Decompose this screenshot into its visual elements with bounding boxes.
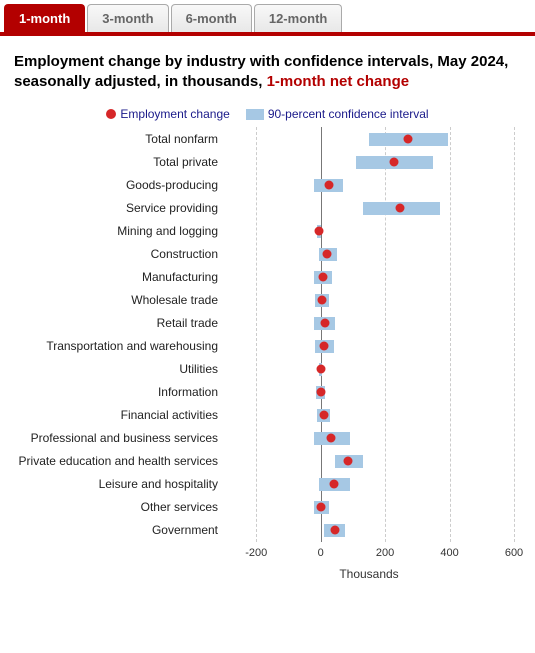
point-dot xyxy=(330,479,339,488)
row-label: Financial activities xyxy=(14,409,218,422)
row-label: Manufacturing xyxy=(14,271,218,284)
point-dot xyxy=(390,157,399,166)
legend-ci-label: 90-percent confidence interval xyxy=(268,107,429,121)
point-dot xyxy=(327,433,336,442)
x-tick-label: 0 xyxy=(318,547,324,559)
point-dot xyxy=(324,180,333,189)
point-dot xyxy=(316,502,325,511)
row-label: Goods-producing xyxy=(14,179,218,192)
point-dot xyxy=(320,341,329,350)
legend-ci: 90-percent confidence interval xyxy=(246,107,429,121)
x-tick-label: 200 xyxy=(376,547,394,559)
row-label: Total nonfarm xyxy=(14,133,218,146)
row-label: Transportation and warehousing xyxy=(14,340,218,353)
grid-line xyxy=(450,127,451,542)
row-label: Information xyxy=(14,386,218,399)
point-dot xyxy=(344,456,353,465)
point-dot xyxy=(316,387,325,396)
tab-12-month[interactable]: 12-month xyxy=(254,4,343,32)
row-label: Retail trade xyxy=(14,317,218,330)
grid-line xyxy=(385,127,386,542)
point-dot xyxy=(323,249,332,258)
plot-region xyxy=(224,127,514,542)
legend: Employment change 90-percent confidence … xyxy=(14,107,521,121)
legend-point-label: Employment change xyxy=(120,107,229,121)
row-label: Leisure and hospitality xyxy=(14,478,218,491)
row-label: Government xyxy=(14,524,218,537)
row-label: Other services xyxy=(14,501,218,514)
tab-3-month[interactable]: 3-month xyxy=(87,4,168,32)
point-dot xyxy=(315,226,324,235)
point-dot xyxy=(330,525,339,534)
x-tick-label: -200 xyxy=(245,547,267,559)
legend-point: Employment change xyxy=(106,107,229,121)
title-highlight: 1-month net change xyxy=(267,73,410,90)
bar-icon xyxy=(246,109,264,120)
chart: Thousands -2000200400600Total nonfarmTot… xyxy=(14,127,519,602)
row-label: Mining and logging xyxy=(14,225,218,238)
grid-line xyxy=(514,127,515,542)
title-main: Employment change by industry with confi… xyxy=(14,53,508,90)
x-tick-label: 400 xyxy=(440,547,458,559)
point-icon xyxy=(106,109,116,119)
row-label: Total private xyxy=(14,156,218,169)
tab-1-month[interactable]: 1-month xyxy=(4,4,85,32)
x-tick-label: 600 xyxy=(505,547,523,559)
content: Employment change by industry with confi… xyxy=(0,36,535,612)
point-dot xyxy=(319,410,328,419)
point-dot xyxy=(317,295,326,304)
point-dot xyxy=(319,272,328,281)
row-label: Service providing xyxy=(14,202,218,215)
tab-bar: 1-month3-month6-month12-month xyxy=(0,0,535,36)
row-label: Construction xyxy=(14,248,218,261)
row-label: Utilities xyxy=(14,363,218,376)
row-label: Private education and health services xyxy=(14,455,218,468)
x-axis-title: Thousands xyxy=(224,567,514,581)
point-dot xyxy=(404,134,413,143)
chart-title: Employment change by industry with confi… xyxy=(14,52,521,93)
grid-line xyxy=(256,127,257,542)
row-label: Wholesale trade xyxy=(14,294,218,307)
point-dot xyxy=(396,203,405,212)
point-dot xyxy=(320,318,329,327)
row-label: Professional and business services xyxy=(14,432,218,445)
point-dot xyxy=(316,364,325,373)
tab-6-month[interactable]: 6-month xyxy=(171,4,252,32)
